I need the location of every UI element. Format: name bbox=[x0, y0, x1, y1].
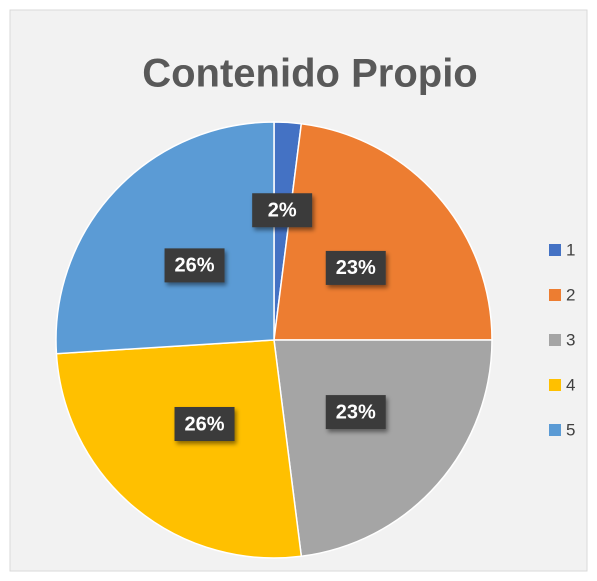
legend-label: 2 bbox=[566, 285, 575, 304]
chart-title: Contenido Propio bbox=[142, 52, 478, 96]
legend-swatch bbox=[549, 424, 561, 436]
pie-slice bbox=[273, 122, 493, 341]
data-label: 26% bbox=[185, 413, 225, 435]
data-label: 26% bbox=[175, 255, 215, 277]
data-label: 23% bbox=[336, 401, 376, 423]
data-label-box bbox=[164, 248, 225, 283]
legend-swatch bbox=[549, 244, 561, 256]
legend-label: 5 bbox=[566, 420, 575, 439]
legend-swatch bbox=[549, 379, 561, 391]
legend-label: 3 bbox=[566, 330, 575, 349]
data-label-box bbox=[252, 193, 313, 228]
data-label: 2% bbox=[268, 200, 297, 222]
pie-slice bbox=[55, 121, 275, 355]
data-label-box bbox=[325, 395, 386, 430]
data-label-box bbox=[174, 406, 235, 441]
legend-label: 4 bbox=[566, 375, 575, 394]
legend-swatch bbox=[549, 334, 561, 346]
legend-label: 1 bbox=[566, 240, 575, 259]
legend-swatch bbox=[549, 289, 561, 301]
data-label-box bbox=[325, 250, 386, 285]
pie-slice bbox=[55, 339, 303, 559]
data-label: 23% bbox=[336, 257, 376, 279]
pie-slice bbox=[273, 339, 493, 558]
